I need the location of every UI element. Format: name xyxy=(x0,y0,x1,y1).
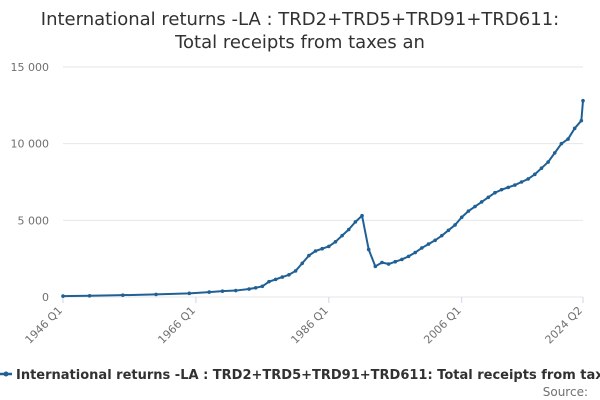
data-point[interactable] xyxy=(539,166,544,170)
data-point[interactable] xyxy=(546,160,550,164)
data-point[interactable] xyxy=(253,286,258,290)
data-point[interactable] xyxy=(493,190,497,195)
source-label: Source: xyxy=(543,385,588,399)
legend[interactable]: International returns -LA : TRD2+TRD5+TR… xyxy=(0,368,600,383)
y-tick-label: 10 000 xyxy=(11,138,50,151)
data-point[interactable] xyxy=(233,288,238,293)
data-point[interactable] xyxy=(273,277,278,282)
data-point[interactable] xyxy=(526,177,530,181)
data-point[interactable] xyxy=(220,289,225,293)
x-tick-label: 1986 Q1 xyxy=(288,304,331,347)
data-point[interactable] xyxy=(499,187,504,192)
data-point[interactable] xyxy=(413,250,418,255)
y-tick-label: 15 000 xyxy=(11,61,50,74)
data-point[interactable] xyxy=(280,275,285,279)
data-point[interactable] xyxy=(479,200,484,204)
x-tick-label: 1946 Q1 xyxy=(23,304,66,347)
data-point[interactable] xyxy=(486,195,491,200)
data-point[interactable] xyxy=(267,279,271,284)
data-point[interactable] xyxy=(579,118,584,123)
data-point[interactable] xyxy=(87,293,92,298)
x-axis-ticks: 1946 Q1 1966 Q1 1986 Q1 2006 Q1 2024 Q2 xyxy=(23,297,586,347)
data-point[interactable] xyxy=(307,253,311,258)
legend-marker-swatch xyxy=(3,371,9,377)
data-point[interactable] xyxy=(400,257,404,262)
data-point[interactable] xyxy=(519,180,524,184)
data-point[interactable] xyxy=(154,292,158,297)
y-tick-label: 0 xyxy=(42,291,49,304)
data-point[interactable] xyxy=(247,287,251,291)
data-point[interactable] xyxy=(393,259,398,264)
data-point[interactable] xyxy=(287,272,291,277)
data-point[interactable] xyxy=(572,126,577,131)
data-point[interactable] xyxy=(333,240,338,244)
data-point[interactable] xyxy=(340,233,344,238)
data-point[interactable] xyxy=(552,151,557,155)
y-axis-ticks: 0 5 000 10 000 15 000 xyxy=(11,61,50,304)
data-point[interactable] xyxy=(61,294,65,298)
y-tick-label: 5 000 xyxy=(18,214,50,227)
data-point[interactable] xyxy=(346,227,351,232)
data-point[interactable] xyxy=(473,204,477,209)
gridlines xyxy=(63,66,583,298)
data-point[interactable] xyxy=(187,291,192,296)
x-tick-label: 2024 Q2 xyxy=(543,304,586,347)
data-point[interactable] xyxy=(533,172,537,177)
data-point[interactable] xyxy=(313,249,318,253)
data-point[interactable] xyxy=(360,213,364,218)
x-tick-label: 2006 Q1 xyxy=(421,304,464,347)
data-point[interactable] xyxy=(581,98,585,103)
data-point[interactable] xyxy=(207,290,211,294)
data-point[interactable] xyxy=(300,261,305,266)
data-point[interactable] xyxy=(439,233,444,238)
data-point[interactable] xyxy=(433,238,437,243)
data-point[interactable] xyxy=(466,209,471,213)
series-line[interactable] xyxy=(62,100,584,298)
data-point[interactable] xyxy=(446,228,451,233)
chart-title-line-2: Total receipts from taxes an xyxy=(174,32,425,53)
x-tick-label: 1966 Q1 xyxy=(155,304,198,347)
legend-label[interactable]: International returns -LA : TRD2+TRD5+TR… xyxy=(16,368,600,383)
data-point[interactable] xyxy=(386,262,391,266)
data-point[interactable] xyxy=(559,141,564,146)
data-point[interactable] xyxy=(320,246,324,251)
data-point[interactable] xyxy=(453,223,457,227)
data-point[interactable] xyxy=(260,284,265,289)
data-point[interactable] xyxy=(121,293,125,297)
chart-title-line-1: International returns -LA : TRD2+TRD5+TR… xyxy=(41,9,559,30)
data-point[interactable] xyxy=(373,264,378,269)
data-point[interactable] xyxy=(420,246,424,250)
data-point[interactable] xyxy=(459,215,464,220)
data-point[interactable] xyxy=(380,260,384,265)
data-point[interactable] xyxy=(506,185,511,190)
series-group xyxy=(61,98,585,298)
data-point[interactable] xyxy=(327,244,331,249)
data-point[interactable] xyxy=(426,242,431,246)
data-point[interactable] xyxy=(293,269,298,273)
data-point[interactable] xyxy=(353,220,358,224)
data-point[interactable] xyxy=(366,247,371,252)
data-point[interactable] xyxy=(513,183,517,187)
data-point[interactable] xyxy=(406,254,411,259)
data-point[interactable] xyxy=(566,137,570,141)
